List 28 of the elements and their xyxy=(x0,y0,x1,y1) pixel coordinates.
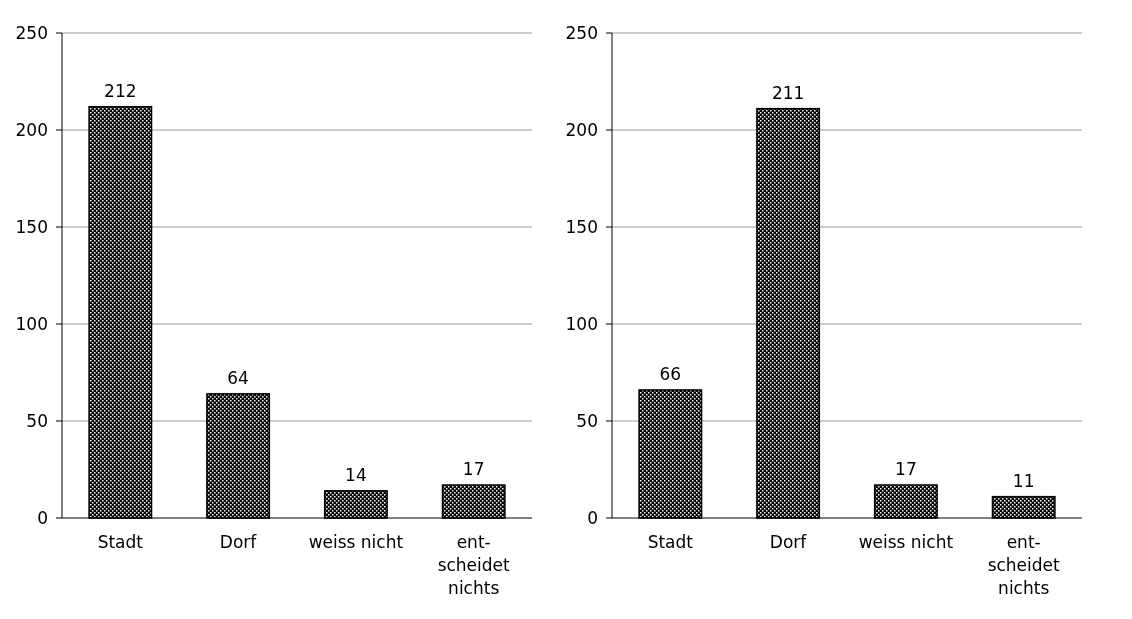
x-tick-label: weiss nicht xyxy=(308,532,404,552)
data-label: 17 xyxy=(895,459,917,480)
data-label: 11 xyxy=(1012,470,1035,491)
x-tick-label: Dorf xyxy=(219,532,258,552)
x-tick-label: ent- scheidet nichts xyxy=(987,532,1061,598)
data-label: 64 xyxy=(227,367,249,388)
data-label: 14 xyxy=(345,464,367,485)
x-tick-label: Stadt xyxy=(97,532,144,552)
y-tick-label: 0 xyxy=(37,507,48,528)
y-tick-label: 200 xyxy=(15,119,48,140)
data-label: 212 xyxy=(104,80,137,101)
x-tick-label: Dorf xyxy=(769,532,808,552)
y-tick-label: 150 xyxy=(15,216,48,237)
y-tick-label: 150 xyxy=(565,216,598,237)
y-tick-label: 250 xyxy=(15,22,48,43)
y-tick-label: 100 xyxy=(15,313,48,334)
data-label: 66 xyxy=(659,363,682,384)
y-tick-label: 50 xyxy=(576,410,598,431)
data-label: 17 xyxy=(462,459,485,480)
y-tick-label: 50 xyxy=(26,410,48,431)
y-tick-label: 200 xyxy=(565,119,598,140)
y-tick-label: 100 xyxy=(565,313,598,334)
x-tick-label: Stadt xyxy=(647,532,694,552)
data-label: 211 xyxy=(771,82,805,103)
y-tick-label: 250 xyxy=(565,22,598,43)
x-tick-label: ent- scheidet nichts xyxy=(437,532,511,598)
x-tick-label: weiss nicht xyxy=(858,532,954,552)
y-tick-label: 0 xyxy=(587,507,598,528)
